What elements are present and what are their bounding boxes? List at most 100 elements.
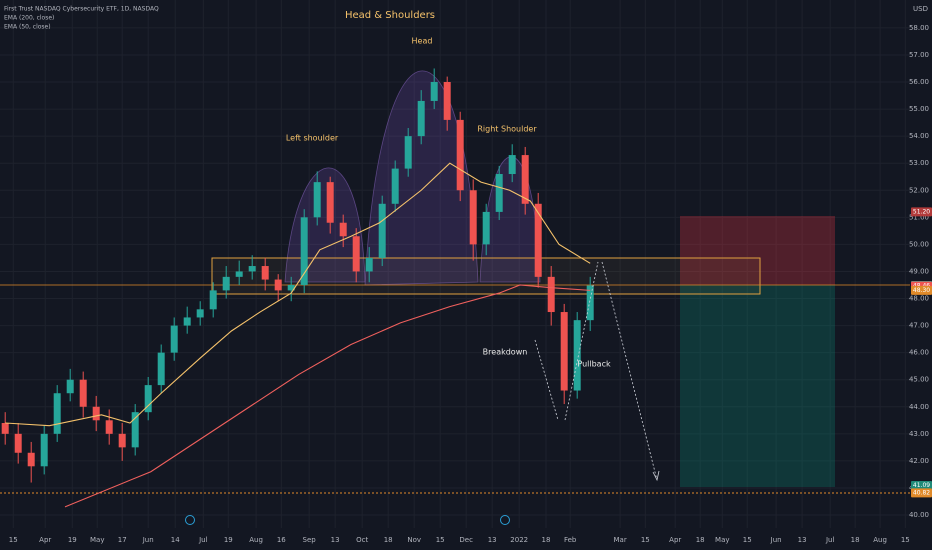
x-tick-label: May [715,536,729,544]
target-zone [680,285,835,487]
y-tick-label: 43.00 [909,430,929,438]
candle-body [235,271,243,277]
candle-body [40,433,48,467]
y-tick-label: 51.00 [909,213,929,221]
x-tick-label: 19 [224,536,233,544]
candle-body [404,136,412,169]
x-tick-label: Aug [249,536,263,544]
x-tick-label: Apr [39,536,51,544]
candle-body [300,217,308,285]
candle-body [14,433,22,453]
x-tick-label: 13 [331,536,340,544]
candle-body [508,155,516,175]
x-tick-label: Jul [825,536,835,544]
candle-body [469,190,477,245]
candle-body [131,412,139,448]
pullback-arrow [564,261,599,421]
candle-body [209,290,217,310]
dividend-marker [185,515,195,525]
candle-body [196,309,204,318]
candle-body [79,379,87,407]
candle-body [248,266,256,272]
annotation: Breakdown [483,348,528,357]
x-tick-label: 15 [743,536,752,544]
x-tick-label: 16 [277,536,286,544]
candle-body [430,82,438,101]
price-label: 48.30 [913,287,930,294]
price-label-box [911,207,932,217]
x-tick-label: 18 [384,536,393,544]
currency: USD [913,5,928,13]
x-tick-label: Jun [142,536,154,544]
x-tick-label: Feb [564,536,577,544]
x-tick-label: 18 [542,536,551,544]
candle-body [313,182,321,218]
y-tick-label: 44.00 [909,403,929,411]
candle-body [586,285,594,321]
x-tick-label: 18 [696,536,705,544]
candle-body [443,82,451,120]
y-tick-label: 58.00 [909,24,929,32]
candle-body [27,452,35,467]
breakdown-arrow [534,339,559,421]
candle-body [287,284,295,291]
x-tick-label: Oct [356,536,368,544]
candle-body [534,203,542,277]
y-tick-label: 50.00 [909,240,929,248]
x-tick-label: 19 [68,536,77,544]
ema-line [5,162,591,427]
candle-body [66,379,74,394]
x-tick-label: Sep [303,536,317,544]
plot [1,68,594,508]
symbol: First Trust NASDAQ Cybersecurity ETF, 1D… [4,6,159,13]
x-tick-label: 15 [901,536,910,544]
price-label: 41.09 [913,482,930,489]
dividend-marker [500,515,510,525]
candle-body [547,276,555,313]
price-label-box [911,481,932,491]
candle-body [170,325,178,353]
y-tick-label: 53.00 [909,159,929,167]
x-tick-label: 13 [488,536,497,544]
candle-body [274,279,282,291]
x-tick-label: 15 [9,536,18,544]
legend-entry: EMA (200, close) [4,15,54,22]
candle-body [144,385,152,413]
x-tick-label: 2022 [510,536,528,544]
candle-body [1,422,9,434]
y-tick-label: 46.00 [909,349,929,357]
ema-line [64,284,591,508]
candle-body [326,182,334,223]
candle-body [560,312,568,391]
y-tick-label: 47.00 [909,322,929,330]
stop-zone [680,216,835,285]
x-tick-label: Jun [770,536,782,544]
x-tick-label: 17 [118,536,127,544]
x-tick-label: 18 [851,536,860,544]
x-tick-label: 15 [436,536,445,544]
candle-body [521,155,529,204]
price-label-box [911,488,932,498]
target-arrow [601,261,658,481]
x-tick-label: Dec [459,536,473,544]
candle-body [352,236,360,272]
candle-body [378,203,386,258]
y-tick-label: 48.00 [909,295,929,303]
x-tick-label: Aug [873,536,887,544]
price-axis [910,0,932,550]
candle-body [92,406,100,421]
candle-body [105,420,113,434]
x-tick-label: Jul [198,536,208,544]
x-tick-label: Mar [613,536,626,544]
candle-body [53,393,61,434]
annotation: Pullback [577,360,611,369]
candle-body [261,266,269,280]
chart-title: Head & Shoulders [345,10,435,21]
candle-body [573,320,581,391]
y-tick-label: 56.00 [909,78,929,86]
candle-body [118,433,126,448]
candle-body [157,352,165,386]
candle-body [365,257,373,272]
legend-entry: EMA (50, close) [4,24,51,31]
